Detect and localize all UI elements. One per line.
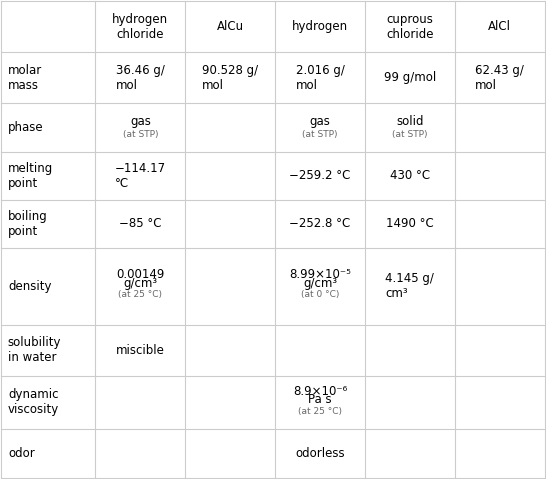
- Text: (at 0 °C): (at 0 °C): [301, 290, 339, 299]
- Text: −252.8 °C: −252.8 °C: [289, 217, 351, 230]
- Text: hydrogen: hydrogen: [292, 21, 348, 34]
- Text: −259.2 °C: −259.2 °C: [289, 169, 351, 182]
- Text: AlCl: AlCl: [488, 21, 511, 34]
- Text: g/cm³: g/cm³: [303, 277, 337, 290]
- Text: 8.99×10⁻⁵: 8.99×10⁻⁵: [289, 268, 351, 281]
- Text: 4.145 g/
cm³: 4.145 g/ cm³: [385, 272, 434, 300]
- Text: phase: phase: [8, 121, 44, 134]
- Text: −114.17
°C: −114.17 °C: [115, 162, 166, 190]
- Text: (at 25 °C): (at 25 °C): [118, 290, 162, 299]
- Text: Pa s: Pa s: [308, 393, 332, 406]
- Text: boiling
point: boiling point: [8, 210, 48, 238]
- Text: gas: gas: [130, 115, 151, 128]
- Text: cuprous
chloride: cuprous chloride: [386, 13, 434, 41]
- Text: solid: solid: [396, 115, 424, 128]
- Text: 1490 °C: 1490 °C: [386, 217, 434, 230]
- Text: dynamic
viscosity: dynamic viscosity: [8, 388, 59, 417]
- Text: −85 °C: −85 °C: [119, 217, 162, 230]
- Text: 8.9×10⁻⁶: 8.9×10⁻⁶: [293, 385, 347, 398]
- Text: odor: odor: [8, 447, 34, 460]
- Text: gas: gas: [310, 115, 330, 128]
- Text: miscible: miscible: [116, 343, 165, 356]
- Text: solubility
in water: solubility in water: [8, 336, 61, 364]
- Text: 62.43 g/
mol: 62.43 g/ mol: [475, 64, 524, 92]
- Text: density: density: [8, 280, 51, 293]
- Text: molar
mass: molar mass: [8, 64, 42, 92]
- Text: 2.016 g/
mol: 2.016 g/ mol: [295, 64, 345, 92]
- Text: melting
point: melting point: [8, 162, 53, 190]
- Text: (at STP): (at STP): [123, 130, 158, 139]
- Text: odorless: odorless: [295, 447, 345, 460]
- Text: 430 °C: 430 °C: [390, 169, 430, 182]
- Text: g/cm³: g/cm³: [123, 277, 157, 290]
- Text: (at 25 °C): (at 25 °C): [298, 407, 342, 416]
- Text: 99 g/mol: 99 g/mol: [384, 71, 436, 84]
- Text: 90.528 g/
mol: 90.528 g/ mol: [202, 64, 258, 92]
- Text: hydrogen
chloride: hydrogen chloride: [112, 13, 169, 41]
- Text: (at STP): (at STP): [392, 130, 428, 139]
- Text: 36.46 g/
mol: 36.46 g/ mol: [116, 64, 165, 92]
- Text: 0.00149: 0.00149: [116, 268, 164, 281]
- Text: (at STP): (at STP): [302, 130, 338, 139]
- Text: AlCu: AlCu: [217, 21, 244, 34]
